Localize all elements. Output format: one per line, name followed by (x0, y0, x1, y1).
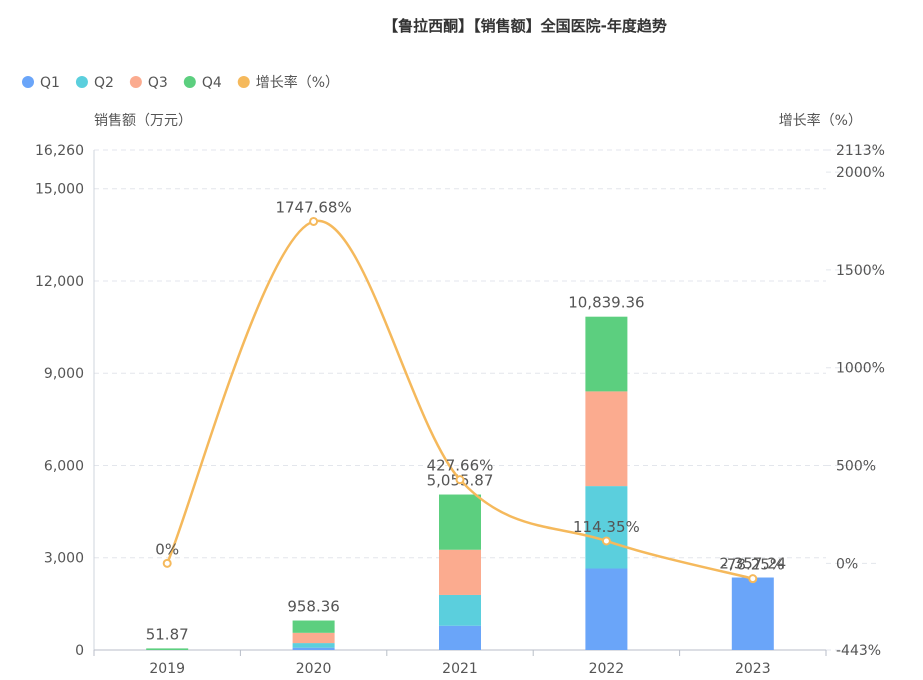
y-left-tick-label: 15,000 (35, 182, 84, 198)
bar-q1-2020 (292, 647, 335, 650)
bar-q1-2021 (439, 625, 481, 650)
total-label-2023: 2,357.24 (719, 555, 786, 573)
y-left-tick-label: 6,000 (44, 458, 84, 474)
legend-marker-4 (237, 76, 250, 88)
bar-q2-2020 (292, 643, 335, 648)
y-left-tick-label: 16,260 (35, 143, 84, 159)
bar-q2-2021 (439, 594, 481, 626)
bar-q1-2022 (585, 568, 628, 650)
bar-q4-2019 (146, 648, 189, 650)
y-left-tick-label: 0 (75, 643, 84, 659)
y-right-tick-label: 1500% (836, 263, 885, 279)
legend: Q1 Q2 Q3 Q4 增长率（%） (22, 74, 339, 91)
growth-point-2021 (455, 475, 465, 485)
x-tick-label-2022: 2022 (589, 661, 625, 677)
total-label-2020: 958.36 (287, 598, 340, 616)
y-left-tick-label: 9,000 (44, 366, 84, 382)
legend-label-4: 增长率（%） (256, 74, 339, 91)
bar-q2-2022 (585, 486, 628, 569)
y-left-tick-label: 12,000 (35, 274, 84, 290)
legend-marker-1 (75, 76, 88, 88)
growth-label-2019: 0% (155, 540, 179, 558)
y-axis-left-label: 销售额（万元） (94, 113, 192, 129)
bar-q4-2021 (439, 494, 481, 550)
legend-label-0: Q1 (40, 75, 60, 91)
x-tick-label-2019: 2019 (149, 661, 185, 677)
growth-label-2020: 1747.68% (275, 198, 351, 216)
x-tick-label-2023: 2023 (735, 661, 771, 677)
legend-marker-3 (183, 76, 196, 88)
y-right-tick-label: 2000% (836, 165, 885, 181)
growth-point-2023 (748, 574, 758, 584)
legend-label-3: Q4 (202, 75, 222, 91)
grid (94, 149, 880, 651)
legend-marker-2 (129, 76, 142, 88)
legend-label-2: Q3 (148, 75, 168, 91)
growth-label-2021: 427.66% (427, 457, 494, 475)
y-right-tick-label: 500% (836, 459, 876, 475)
bars (146, 316, 774, 650)
growth-rate-line (166, 219, 754, 580)
legend-marker-0 (22, 76, 34, 88)
bar-q3-2020 (292, 632, 335, 644)
y-right-tick-label: 0% (836, 556, 858, 572)
bar-q3-2022 (585, 391, 628, 487)
bar-q4-2020 (292, 620, 335, 633)
growth-label-2022: 114.35% (573, 518, 640, 536)
growth-label-2023: -78.25% (721, 556, 784, 574)
growth-line: 0% 1747.68% 427.66% 114.35% -78.25% (155, 198, 784, 584)
total-label-2022: 10,839.36 (568, 294, 644, 312)
bar-q4-2022 (585, 316, 628, 392)
bar-q3-2021 (439, 549, 481, 595)
bar-q1-2023 (731, 577, 774, 650)
y-right-tick-label: 1000% (836, 361, 885, 377)
y-left-tick-label: 3,000 (44, 551, 84, 567)
y-right-tick-label: -443% (836, 643, 881, 659)
x-tick-label-2020: 2020 (296, 661, 332, 677)
x-axis-ticks: 2019 2020 2021 2022 2023 (149, 661, 770, 677)
y-axis-right-label: 增长率（%） (779, 112, 862, 129)
chart-title: 【鲁拉西酮】【销售额】全国医院-年度趋势 (383, 17, 667, 35)
x-tick-label-2021: 2021 (442, 661, 478, 677)
growth-point-2019 (162, 558, 172, 568)
growth-point-2022 (601, 536, 611, 546)
growth-point-2020 (309, 216, 319, 226)
y-right-tick-label: 2113% (836, 143, 885, 159)
axes: 0 3,000 6,000 9,000 12,000 15,000 16,260 -443% 0… (35, 143, 885, 659)
legend-label-1: Q2 (94, 75, 114, 91)
total-label-2019: 51.87 (146, 625, 189, 643)
